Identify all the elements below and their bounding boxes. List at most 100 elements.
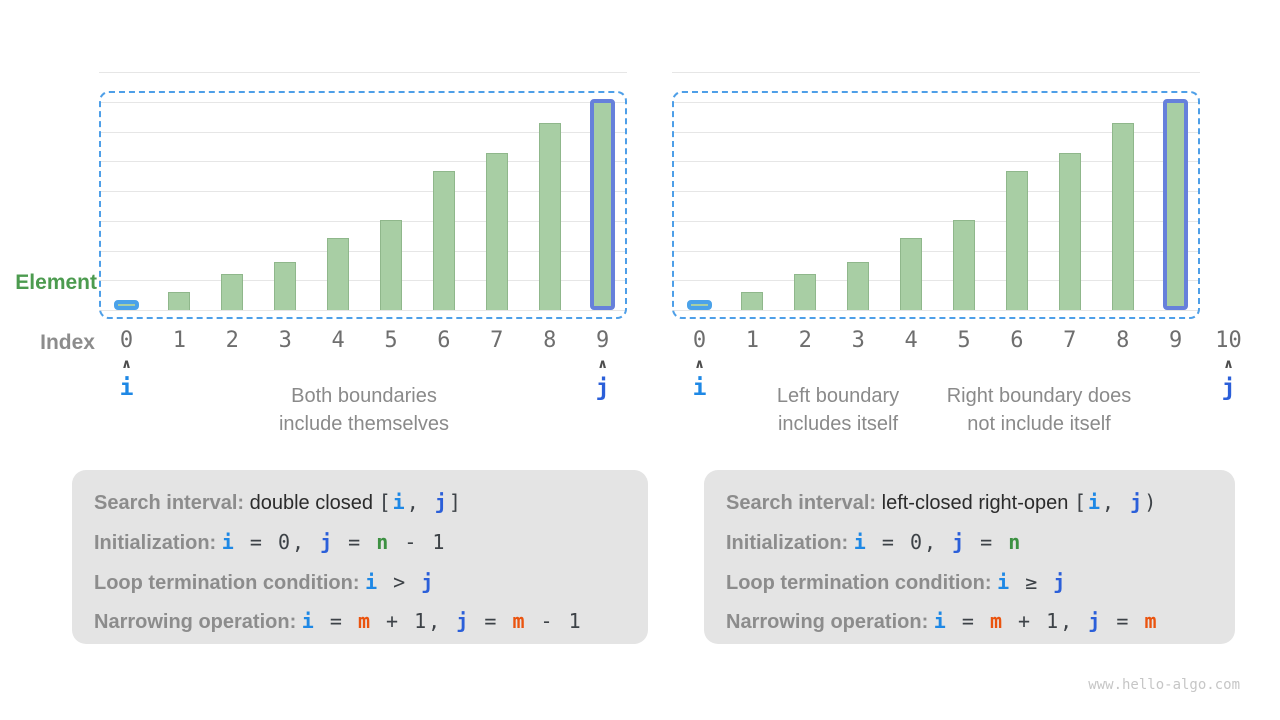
text-segment: = 0, <box>235 529 321 554</box>
info-line: Loop termination condition: i ≥ j <box>726 564 1213 604</box>
text-segment: Narrowing operation: <box>726 611 934 634</box>
search-range-outline <box>99 91 627 319</box>
index-label-2: 2 <box>798 328 812 353</box>
gridline <box>672 221 1200 222</box>
bar-2 <box>794 274 817 310</box>
bar-7 <box>485 153 508 310</box>
text-segment: - 1 <box>390 529 447 554</box>
index-label-4: 4 <box>904 328 918 353</box>
text-segment: Initialization: <box>726 531 854 554</box>
highlighted-bar-0 <box>114 300 139 310</box>
text-segment: > <box>379 569 422 594</box>
element-axis-label: Element <box>15 271 97 294</box>
text-segment: ] <box>448 490 463 514</box>
index-label-7: 7 <box>490 328 504 353</box>
i-pointer-caret-icon: ∧ <box>694 357 705 372</box>
bar-4 <box>900 238 923 310</box>
bar-3 <box>847 262 870 310</box>
text-segment: , <box>406 490 435 514</box>
gridline <box>99 280 627 281</box>
text-segment: = 0, <box>867 529 953 554</box>
text-segment: Loop termination condition: <box>726 571 998 594</box>
text-segment: m <box>989 609 1005 634</box>
index-label-1: 1 <box>172 328 187 353</box>
text-segment: m <box>512 609 527 634</box>
index-label-6: 6 <box>437 328 451 353</box>
text-segment: + 1, <box>372 609 457 634</box>
index-label-9: 9 <box>595 328 610 353</box>
caption-line: includes itself <box>777 413 899 435</box>
info-line: Initialization: i = 0, j = n - 1 <box>94 524 626 564</box>
index-label-0: 0 <box>692 328 707 353</box>
bar-7 <box>1058 153 1081 310</box>
text-segment: j <box>1053 569 1068 594</box>
text-segment: Search interval: <box>94 492 250 514</box>
i-pointer-label: i <box>692 375 707 401</box>
text-segment: i <box>997 569 1012 594</box>
index-label-0: 0 <box>119 328 134 353</box>
info-line: Search interval: double closed [i, j] <box>94 484 626 524</box>
text-segment: n <box>1008 529 1023 554</box>
highlighted-bar-0 <box>687 300 712 310</box>
gridline <box>99 102 627 103</box>
text-segment: = <box>947 609 990 634</box>
index-label-8: 8 <box>543 328 557 353</box>
left-closed-right-open-chart: 0 1 2 3 4 5 6 7 8 9 10 ∧ i ∧ j Left boundary includes it… <box>672 72 1242 472</box>
text-segment: j <box>952 529 967 554</box>
text-segment: j <box>434 490 449 514</box>
bar-8 <box>538 123 561 310</box>
double-closed-rules: Search interval: double closed [i, j] Ini… <box>72 470 648 644</box>
text-segment: i <box>221 529 236 554</box>
bar-5 <box>953 220 975 310</box>
text-segment: double closed <box>249 492 379 514</box>
text-segment: = <box>315 609 358 634</box>
gridline <box>672 72 1200 73</box>
text-segment: i <box>933 609 948 634</box>
text-segment: Search interval: <box>726 492 882 514</box>
text-segment: , <box>1102 490 1131 514</box>
gridline <box>672 280 1200 281</box>
text-segment: Loop termination condition: <box>94 571 366 594</box>
index-axis-label: Index <box>40 331 95 354</box>
caption-line: Right boundary does <box>946 385 1132 407</box>
i-pointer-label: i <box>119 375 134 401</box>
gridline <box>672 191 1200 192</box>
text-segment: i <box>1088 490 1103 514</box>
bar-6 <box>1005 171 1028 310</box>
text-segment: Initialization: <box>94 531 222 554</box>
gridline <box>672 102 1200 103</box>
gridline <box>672 251 1200 252</box>
gridline <box>672 132 1200 133</box>
text-segment: i <box>301 609 316 634</box>
gridline <box>99 310 627 311</box>
j-pointer-label: j <box>595 375 610 401</box>
text-segment: [ <box>1073 490 1088 514</box>
caption-line: include themselves <box>278 413 450 435</box>
text-segment: - 1 <box>526 609 583 634</box>
info-line: Search interval: left-closed right-open … <box>726 484 1213 524</box>
bar-1 <box>741 292 764 310</box>
index-label-5: 5 <box>957 328 971 353</box>
index-label-5: 5 <box>384 328 398 353</box>
text-segment: j <box>1130 490 1145 514</box>
text-segment: j <box>320 529 335 554</box>
search-range-outline <box>672 91 1200 319</box>
text-segment: n <box>376 529 391 554</box>
text-segment: ≥ <box>1011 569 1054 594</box>
info-line: Loop termination condition: i > j <box>94 564 626 604</box>
caption-line: not include itself <box>967 413 1111 435</box>
highlighted-bar-9 <box>590 99 616 310</box>
text-segment: Narrowing operation: <box>94 611 302 634</box>
index-label-3: 3 <box>278 328 292 353</box>
caption-line: Left boundary <box>776 385 900 407</box>
text-segment: i <box>392 490 407 514</box>
highlighted-bar-9 <box>1163 99 1189 310</box>
bar-3 <box>274 262 297 310</box>
j-pointer-caret-icon: ∧ <box>1223 357 1234 372</box>
gridline <box>99 132 627 133</box>
text-segment: i <box>853 529 868 554</box>
index-label-8: 8 <box>1116 328 1130 353</box>
gridline <box>99 221 627 222</box>
text-segment: [ <box>378 490 393 514</box>
index-label-4: 4 <box>331 328 345 353</box>
